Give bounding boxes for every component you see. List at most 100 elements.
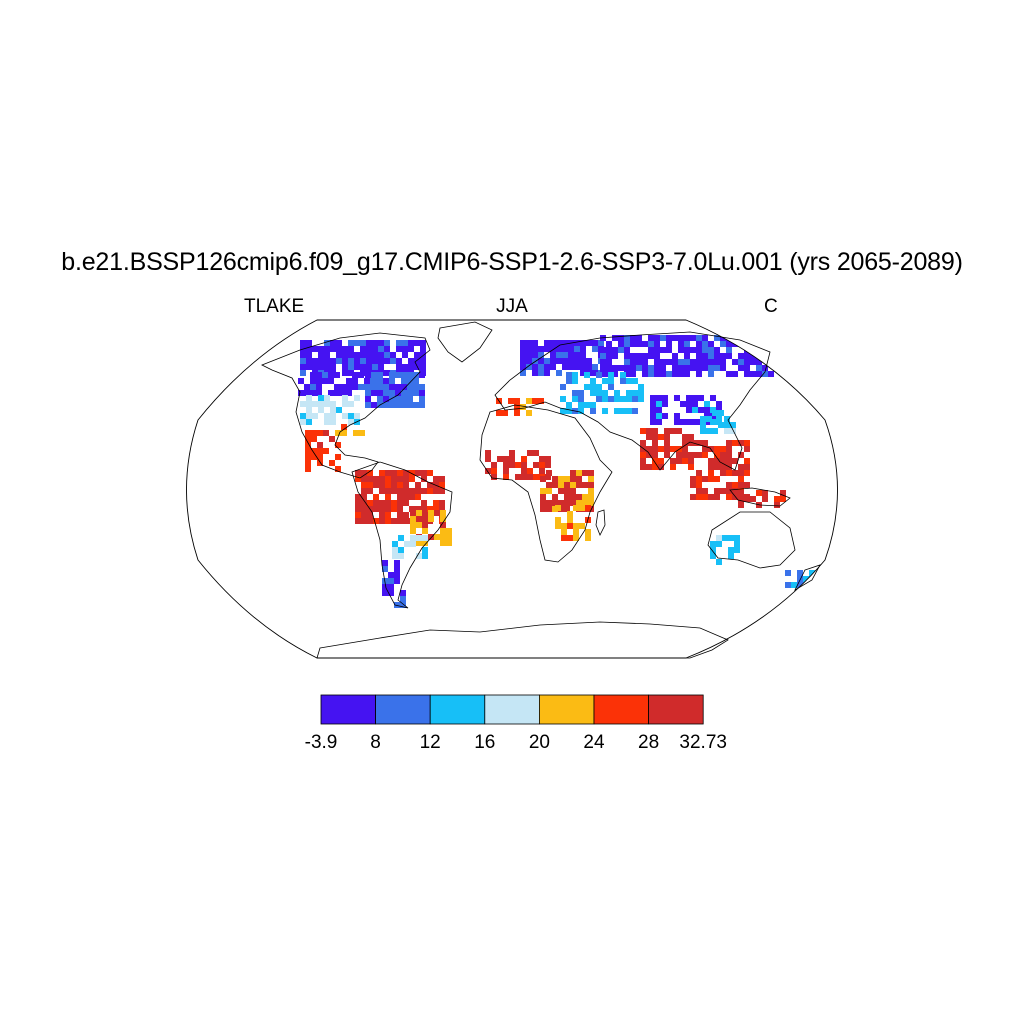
field-cell: [726, 458, 732, 464]
field-cell: [416, 522, 422, 528]
field-cell: [578, 402, 584, 408]
field-cell: [414, 364, 420, 370]
field-cell: [532, 398, 538, 404]
field-cell: [732, 470, 738, 476]
field-cell: [560, 384, 566, 390]
field-cell: [570, 500, 576, 506]
field-cell: [696, 494, 702, 500]
field-cell: [330, 419, 336, 425]
field-cell: [310, 372, 316, 378]
field-cell: [416, 510, 422, 516]
field-cell: [419, 396, 425, 402]
field-cell: [638, 384, 644, 390]
field-cell: [317, 430, 323, 436]
field-cell: [544, 346, 550, 352]
field-cell: [620, 408, 626, 414]
field-cell: [385, 476, 391, 482]
field-cell: [690, 476, 696, 482]
field-cell: [520, 352, 526, 358]
field-cell: [306, 346, 312, 352]
field-cell: [561, 529, 567, 535]
field-cell: [584, 372, 590, 378]
field-cell: [382, 590, 388, 596]
field-cell: [678, 365, 684, 371]
field-cell: [367, 476, 373, 482]
field-cell: [566, 408, 572, 414]
colorbar-box-4: [539, 694, 595, 725]
field-cell: [600, 365, 606, 371]
field-cell: [434, 534, 440, 540]
field-cell: [744, 440, 750, 446]
field-cell: [744, 353, 750, 359]
field-cell: [324, 401, 330, 407]
field-cell: [545, 474, 551, 480]
field-cell: [562, 340, 568, 346]
field-cell: [726, 347, 732, 353]
field-cell: [392, 547, 398, 553]
field-cell: [520, 404, 526, 410]
field-cell: [544, 364, 550, 370]
field-cell: [708, 341, 714, 347]
field-cell: [427, 488, 433, 494]
field-cell: [574, 340, 580, 346]
field-cell: [355, 470, 361, 476]
field-cell: [305, 442, 311, 448]
field-cell: [732, 371, 738, 377]
field-cell: [678, 371, 684, 377]
field-cell: [403, 512, 409, 518]
field-cell: [415, 482, 421, 488]
field-cell: [738, 482, 744, 488]
field-cell: [420, 340, 426, 346]
field-cell: [558, 500, 564, 506]
field-cell: [600, 347, 606, 353]
field-cell: [300, 364, 306, 370]
field-cell: [708, 365, 714, 371]
field-cell: [407, 378, 413, 384]
field-cell: [714, 464, 720, 470]
field-cell: [562, 364, 568, 370]
field-cell: [704, 407, 710, 413]
field-cell: [396, 340, 402, 346]
field-cell: [419, 390, 425, 396]
field-cell: [336, 346, 342, 352]
field-cell: [574, 346, 580, 352]
field-cell: [718, 422, 724, 428]
field-cell: [636, 341, 642, 347]
field-cell: [696, 353, 702, 359]
field-cell: [306, 395, 312, 401]
field-cell: [690, 347, 696, 353]
field-cell: [365, 396, 371, 402]
field-cell: [750, 496, 756, 502]
field-cell: [328, 390, 334, 396]
field-cell: [578, 408, 584, 414]
field-cell: [592, 340, 598, 346]
field-cell: [355, 506, 361, 512]
field-cell: [572, 396, 578, 402]
field-cell: [672, 371, 678, 377]
field-cell: [662, 401, 668, 407]
field-cell: [401, 396, 407, 402]
field-cell: [446, 528, 452, 534]
field-cell: [570, 476, 576, 482]
field-cell: [382, 566, 388, 572]
field-cell: [582, 494, 588, 500]
field-cell: [348, 419, 354, 425]
field-cell: [378, 340, 384, 346]
field-cell: [361, 500, 367, 506]
field-cell: [397, 476, 403, 482]
field-cell: [410, 510, 416, 516]
field-cell: [568, 352, 574, 358]
field-cell: [674, 419, 680, 425]
field-cell: [744, 365, 750, 371]
field-cell: [372, 346, 378, 352]
field-cell: [322, 372, 328, 378]
field-cell: [561, 535, 567, 541]
field-cell: [373, 476, 379, 482]
field-cell: [620, 378, 626, 384]
field-cell: [756, 365, 762, 371]
field-cell: [385, 500, 391, 506]
field-cell: [306, 352, 312, 358]
field-cell: [330, 364, 336, 370]
field-cell: [390, 358, 396, 364]
field-cell: [660, 365, 666, 371]
